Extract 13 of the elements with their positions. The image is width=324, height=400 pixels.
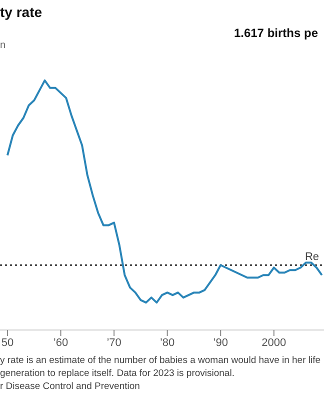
y-axis-title: n bbox=[0, 40, 6, 51]
x-tick-label: 2000 bbox=[262, 336, 286, 349]
chart-title: ty rate bbox=[0, 4, 42, 20]
text: r Disease Control and Prevention bbox=[0, 380, 141, 393]
text: y rate is an estimate of the number of babies a woman would have in her life bbox=[0, 354, 322, 367]
chart-subtitle: 1.617 births pe bbox=[234, 26, 318, 40]
text: generation to replace itself. Data for 2023 is provisional. bbox=[0, 367, 236, 380]
x-tick-label: ’70 bbox=[106, 336, 122, 349]
x-tick-label: 50 bbox=[1, 336, 14, 349]
x-tick-label: ’60 bbox=[53, 336, 68, 349]
x-tick-label: ’80 bbox=[160, 336, 175, 349]
x-tick-label: ’90 bbox=[213, 336, 228, 349]
ref-line-label: Re bbox=[304, 251, 319, 264]
